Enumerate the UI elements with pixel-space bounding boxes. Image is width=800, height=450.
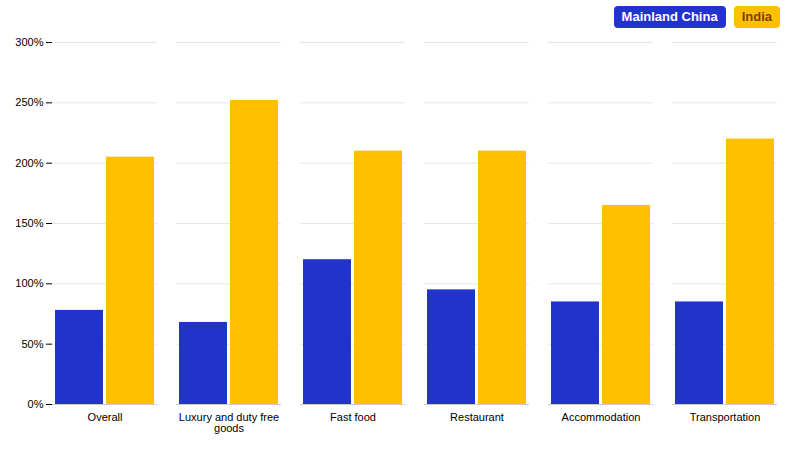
- svg-text:50%: 50%: [21, 338, 43, 350]
- svg-text:300%: 300%: [15, 36, 43, 48]
- svg-text:0%: 0%: [28, 398, 44, 410]
- svg-text:250%: 250%: [15, 96, 43, 108]
- svg-text:200%: 200%: [15, 157, 43, 169]
- html-text:India: India: [741, 9, 772, 24]
- svg-text:150%: 150%: [15, 217, 43, 229]
- html-text:Mainland China: Mainland China: [621, 9, 718, 24]
- svg-text:100%: 100%: [15, 277, 43, 289]
- svg-text:Luxury and duty freegoods: Luxury and duty freegoods: [179, 411, 279, 434]
- svg-text:Restaurant: Restaurant: [450, 411, 504, 423]
- svg-text:Fast food: Fast food: [330, 411, 376, 423]
- svg-text:Overall: Overall: [88, 411, 123, 423]
- svg-text:Accommodation: Accommodation: [562, 411, 641, 423]
- svg-text:Transportation: Transportation: [690, 411, 761, 423]
